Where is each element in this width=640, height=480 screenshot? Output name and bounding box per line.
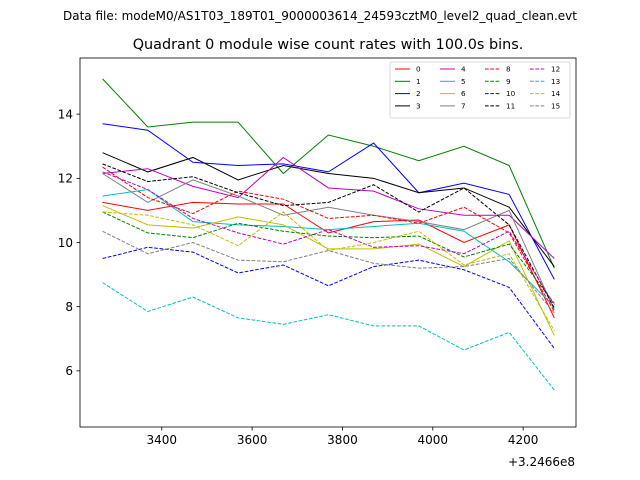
series-line-12 (102, 171, 555, 306)
series-line-9 (102, 211, 555, 304)
x-tick-label: 3800 (327, 433, 358, 447)
chart-title: Quadrant 0 module wise count rates with … (133, 37, 524, 53)
y-tick-label: 14 (58, 107, 73, 121)
series-line-1 (102, 78, 555, 269)
legend-label-12: 12 (551, 65, 560, 74)
series-line-14 (102, 211, 555, 331)
series-line-3 (102, 152, 555, 267)
series-line-10 (102, 246, 555, 349)
legend-label-7: 7 (461, 102, 466, 111)
legend-label-3: 3 (416, 102, 421, 111)
series-line-0 (102, 201, 555, 319)
x-tick-label: 4200 (508, 433, 539, 447)
series-line-6 (102, 205, 555, 336)
series-line-7 (102, 173, 555, 311)
plot-area: 3400 3600 3800 4000 420068101214012345678910… (58, 57, 577, 447)
x-tick-label: 3600 (237, 433, 268, 447)
x-offset-label: +3.2466e8 (508, 455, 575, 469)
suptitle: Data file: modeM0/AS1T03_189T01_90000036… (63, 9, 577, 23)
legend-label-8: 8 (506, 65, 511, 74)
legend-label-14: 14 (551, 89, 561, 98)
legend-label-0: 0 (416, 65, 421, 74)
legend-label-10: 10 (506, 89, 516, 98)
legend-label-5: 5 (461, 77, 466, 86)
legend-label-9: 9 (506, 77, 511, 86)
legend-label-6: 6 (461, 89, 466, 98)
y-tick-label: 12 (58, 172, 73, 186)
series-line-13 (102, 282, 555, 391)
y-tick-label: 6 (65, 364, 73, 378)
y-tick-label: 10 (58, 236, 73, 250)
legend-label-11: 11 (506, 102, 515, 111)
y-tick-label: 8 (65, 300, 73, 314)
x-tick-label: 4000 (418, 433, 449, 447)
legend-label-1: 1 (416, 77, 421, 86)
series-line-2 (102, 123, 555, 280)
legend-label-4: 4 (461, 65, 466, 74)
series-line-11 (102, 163, 555, 309)
legend-box (389, 61, 571, 119)
series-line-15 (102, 230, 555, 314)
series-line-5 (102, 189, 555, 308)
legend-label-2: 2 (416, 89, 421, 98)
series-line-8 (102, 166, 555, 312)
legend-label-15: 15 (551, 102, 560, 111)
x-tick-label: 3400 (146, 433, 177, 447)
legend-label-13: 13 (551, 77, 560, 86)
